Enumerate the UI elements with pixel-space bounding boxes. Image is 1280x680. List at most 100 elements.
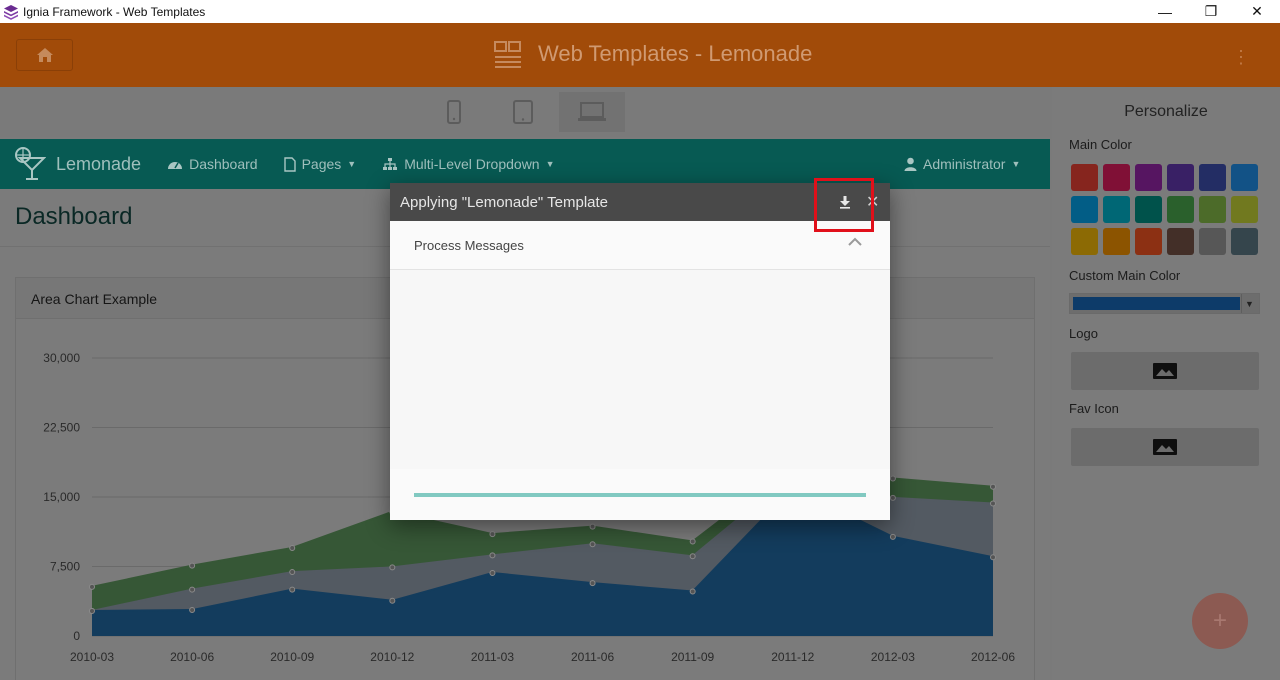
image-icon [1153, 439, 1177, 455]
data-point [489, 552, 496, 559]
y-tick-label: 30,000 [43, 351, 80, 365]
data-point [89, 583, 95, 590]
data-point [189, 562, 196, 569]
x-tick-label: 2010-06 [170, 650, 214, 664]
color-swatch[interactable] [1135, 228, 1162, 255]
preview-navbar: Lemonade Dashboard Pages ▼ Multi [0, 139, 1050, 189]
color-swatch[interactable] [1231, 164, 1258, 191]
color-swatch[interactable] [1167, 164, 1194, 191]
data-point [289, 544, 296, 551]
data-point [289, 586, 296, 593]
app-header-title: Web Templates - Lemonade [538, 41, 813, 66]
nav-dashboard-label: Dashboard [189, 156, 258, 172]
data-point [89, 607, 95, 614]
color-swatch[interactable] [1199, 196, 1226, 223]
more-vertical-icon[interactable]: ⋮ [1232, 47, 1250, 67]
area-series [92, 464, 993, 611]
download-button[interactable] [838, 194, 852, 210]
color-swatch[interactable] [1071, 164, 1098, 191]
data-point [889, 533, 896, 540]
process-messages-title: Process Messages [414, 237, 524, 253]
templates-grid-icon [494, 41, 521, 68]
color-swatch[interactable] [1199, 228, 1226, 255]
laptop-preview-button[interactable] [559, 92, 625, 132]
custom-color-preview [1073, 297, 1240, 310]
x-tick-label: 2011-03 [471, 650, 514, 664]
nav-multilevel[interactable]: Multi-Level Dropdown ▼ [382, 156, 555, 172]
window-title-bar: Ignia Framework - Web Templates — ❐ ✕ [0, 0, 1280, 23]
custom-color-picker[interactable]: ▼ [1069, 293, 1260, 314]
color-swatch[interactable] [1231, 196, 1258, 223]
color-swatch[interactable] [1071, 196, 1098, 223]
data-point [990, 483, 996, 490]
dialog-title: Applying "Lemonade" Template [400, 193, 609, 211]
color-swatch[interactable] [1135, 196, 1162, 223]
data-point [589, 580, 596, 587]
process-messages-area [390, 270, 890, 469]
y-tick-label: 7,500 [50, 560, 80, 574]
color-swatch[interactable] [1199, 164, 1226, 191]
x-tick-label: 2010-12 [370, 650, 414, 664]
add-fab-button[interactable]: + [1192, 593, 1248, 649]
progress-bar [414, 493, 866, 497]
data-point [189, 586, 196, 593]
dashboard-icon [168, 162, 183, 169]
x-tick-label: 2010-09 [270, 650, 314, 664]
x-tick-label: 2012-06 [971, 650, 1015, 664]
tablet-preview-button[interactable] [490, 92, 556, 132]
data-point [589, 523, 596, 530]
color-swatch[interactable] [1167, 196, 1194, 223]
brand-link[interactable]: Lemonade [14, 147, 141, 181]
area-series [92, 487, 993, 636]
x-tick-label: 2010-03 [70, 650, 114, 664]
data-point [990, 500, 996, 507]
window-title: Ignia Framework - Web Templates [23, 4, 206, 19]
logo-upload-button[interactable] [1071, 352, 1259, 390]
y-tick-label: 15,000 [43, 490, 80, 504]
fav-icon-upload-button[interactable] [1071, 428, 1259, 466]
data-point [689, 588, 696, 595]
laptop-icon [578, 102, 606, 121]
minimize-button[interactable]: — [1158, 3, 1172, 20]
caret-down-icon: ▼ [347, 159, 357, 169]
phone-preview-button[interactable] [421, 92, 487, 132]
process-messages-header[interactable]: Process Messages [390, 221, 890, 270]
home-button[interactable] [16, 39, 73, 71]
data-point [990, 554, 996, 561]
home-icon [36, 48, 53, 62]
chevron-down-icon: ▼ [1241, 294, 1257, 313]
data-point [689, 538, 696, 545]
data-point [589, 541, 596, 548]
y-tick-label: 22,500 [43, 421, 80, 435]
color-swatch[interactable] [1167, 228, 1194, 255]
fav-icon-label: Fav Icon [1069, 401, 1119, 416]
file-icon [283, 156, 296, 172]
data-point [889, 475, 896, 482]
restore-button[interactable]: ❐ [1204, 3, 1218, 19]
close-window-button[interactable]: ✕ [1251, 3, 1263, 19]
nav-multilevel-label: Multi-Level Dropdown [404, 156, 540, 172]
color-swatch[interactable] [1103, 196, 1130, 223]
color-swatches [1071, 164, 1258, 255]
color-swatch[interactable] [1071, 228, 1098, 255]
data-point [389, 597, 396, 604]
phone-icon [447, 100, 461, 124]
color-swatch[interactable] [1103, 228, 1130, 255]
data-point [189, 607, 196, 614]
tablet-icon [513, 100, 533, 124]
apply-template-dialog: Applying "Lemonade" Template ✕ Process M… [390, 183, 890, 520]
user-name: Administrator [923, 156, 1006, 172]
color-swatch[interactable] [1103, 164, 1130, 191]
data-point [389, 564, 396, 571]
color-swatch[interactable] [1231, 228, 1258, 255]
data-point [489, 569, 496, 576]
chevron-up-icon [848, 237, 862, 246]
nav-dashboard[interactable]: Dashboard [167, 156, 258, 172]
user-menu[interactable]: Administrator ▼ [904, 156, 1020, 172]
data-point [289, 569, 296, 576]
sitemap-icon [383, 158, 398, 170]
x-tick-label: 2011-06 [571, 650, 614, 664]
color-swatch[interactable] [1135, 164, 1162, 191]
y-tick-label: 0 [73, 629, 80, 643]
nav-pages[interactable]: Pages ▼ [283, 156, 357, 172]
